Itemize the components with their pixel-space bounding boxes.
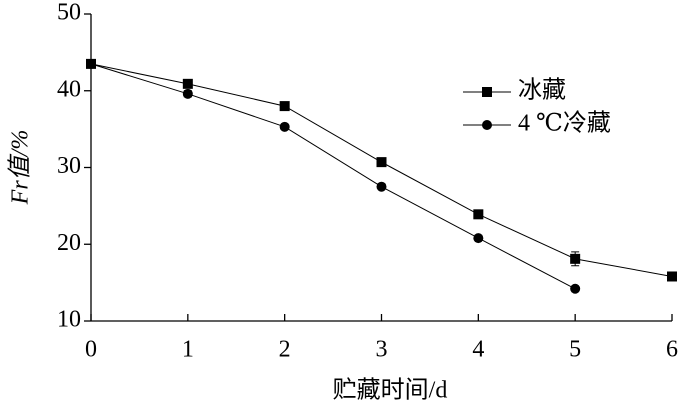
y-axis-label: Fr值/% <box>7 130 34 206</box>
marker <box>182 88 193 99</box>
x-tick-label: 6 <box>666 337 678 363</box>
y-tick-label: 30 <box>57 153 81 179</box>
marker <box>667 271 677 282</box>
marker <box>376 181 387 192</box>
x-tick-label: 0 <box>85 337 97 363</box>
legend-marker <box>482 87 492 97</box>
series-line <box>90 63 576 290</box>
x-tick-label: 3 <box>376 337 388 363</box>
marker <box>570 283 581 294</box>
marker <box>279 101 290 112</box>
x-axis-label: 贮藏时间/d <box>333 377 448 404</box>
series-line <box>90 63 673 277</box>
marker <box>376 157 387 168</box>
x-tick-label: 5 <box>569 337 581 363</box>
x-tick-label: 1 <box>182 337 194 363</box>
legend-marker <box>482 120 492 130</box>
y-tick-label: 40 <box>57 76 81 102</box>
x-tick-label: 4 <box>472 337 484 363</box>
y-tick-label: 20 <box>57 230 81 256</box>
marker <box>182 78 193 89</box>
legend-label: 冰藏 <box>518 77 566 104</box>
marker <box>473 209 484 220</box>
x-tick-label: 2 <box>279 337 291 363</box>
y-tick-label: 50 <box>57 0 81 26</box>
marker <box>86 58 96 69</box>
legend-label: 4 ℃冷藏 <box>518 110 611 137</box>
y-tick-label: 10 <box>57 307 81 333</box>
marker <box>570 253 581 264</box>
marker <box>473 233 484 244</box>
marker <box>279 121 290 132</box>
